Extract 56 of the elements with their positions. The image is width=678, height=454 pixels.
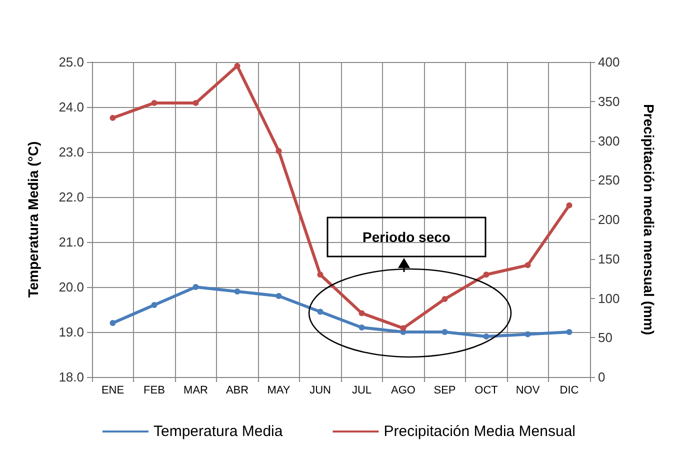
x-tick-label: ENE [101, 384, 124, 396]
y-axis-title: Temperatura Media (°C) [25, 141, 41, 298]
y2-tick-label: 150 [598, 251, 620, 266]
x-tick-label: FEB [144, 384, 165, 396]
point [110, 114, 116, 121]
y-tick-label: 21.0 [58, 234, 84, 250]
x-tick-label: DIC [560, 384, 579, 396]
point [524, 262, 531, 268]
point [442, 329, 448, 335]
point [151, 100, 158, 106]
y-tick-label: 22.0 [58, 190, 84, 204]
point [400, 325, 406, 332]
y-tick-label: 25.0 [58, 54, 84, 70]
x-tick-label: AGO [391, 384, 416, 396]
y-tick-label: 23.0 [58, 144, 84, 160]
x-tick-label: MAY [267, 384, 291, 396]
y2-tick-label: 400 [598, 54, 620, 70]
y2-tick-label: 200 [598, 212, 620, 227]
x-tick-label: JUL [352, 384, 372, 396]
y2-tick-label: 100 [598, 290, 620, 306]
y2-tick-label: 300 [598, 133, 620, 148]
point [483, 334, 490, 340]
point [566, 202, 572, 208]
point [358, 324, 365, 330]
point [234, 62, 240, 69]
y2-axis-title: Precipitación media mensual (mm) [641, 104, 657, 336]
legend-label: Precipitación Media Mensual [384, 423, 576, 440]
point [192, 100, 199, 106]
point [524, 331, 531, 338]
point [317, 272, 324, 278]
y2-tick-label: 50 [598, 330, 612, 346]
x-tick-label: OCT [474, 384, 498, 396]
x-tick-label: SEP [434, 384, 456, 396]
point [566, 329, 572, 335]
y-tick-label: 20.0 [58, 280, 84, 294]
y-tick-label: 24.0 [58, 100, 84, 114]
point [192, 284, 199, 290]
point [276, 148, 282, 154]
y2-tick-label: 250 [598, 172, 620, 188]
point [151, 302, 158, 308]
x-tick-label: JUN [310, 384, 331, 396]
x-tick-label: ABR [226, 384, 249, 396]
y2-tick-label: 0 [598, 370, 606, 384]
y2-tick-label: 350 [598, 94, 620, 109]
legend-label: Temperatura Media [154, 423, 284, 440]
x-tick-label: NOV [516, 384, 540, 396]
point [234, 288, 240, 294]
x-tick-label: MAR [184, 384, 208, 396]
point [442, 296, 448, 302]
y-tick-label: 19.0 [58, 324, 84, 340]
point [276, 293, 282, 299]
y-tick-label: 18.0 [58, 370, 84, 384]
point [358, 310, 365, 316]
point [110, 320, 116, 326]
point [317, 308, 324, 315]
point [483, 272, 490, 278]
